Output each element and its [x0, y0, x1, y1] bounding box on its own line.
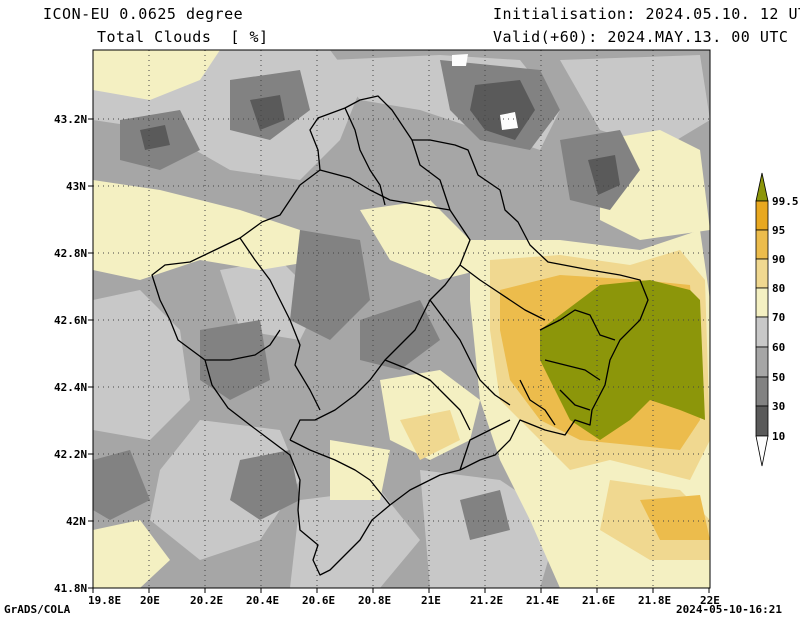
- colorbar-segment: [755, 287, 769, 318]
- lat-tick-label: 43.2N: [54, 113, 87, 126]
- map-frame: [92, 49, 711, 589]
- lon-tick-label: 21.2E: [470, 594, 503, 607]
- init-time: Initialisation: 2024.05.10. 12 UTC: [493, 5, 800, 23]
- colorbar-label: 50: [772, 371, 785, 384]
- colorbar-label: 80: [772, 282, 785, 295]
- lon-tick-label: 20.6E: [302, 594, 335, 607]
- colorbar-label: 30: [772, 400, 785, 413]
- footer-timestamp: 2024-05-10-16:21: [676, 603, 782, 616]
- valid-time: Valid(+60): 2024.MAY.13. 00 UTC: [493, 28, 789, 46]
- model-title: ICON-EU 0.0625 degree: [43, 5, 244, 23]
- colorbar-label: 70: [772, 311, 785, 324]
- lon-tick-label: 22E: [700, 594, 720, 607]
- colorbar-segment: [755, 200, 769, 231]
- lat-tick-label: 42.2N: [54, 448, 87, 461]
- colorbar-segment: [755, 346, 769, 378]
- lon-tick-label: 20.2E: [190, 594, 223, 607]
- colorbar-label: 10: [772, 430, 785, 443]
- colorbar: [755, 172, 769, 467]
- lon-tick-label: 21.8E: [638, 594, 671, 607]
- colorbar-label: 95: [772, 224, 785, 237]
- region-borders: [151, 95, 649, 576]
- colorbar-label: 99.5: [772, 195, 799, 208]
- lon-tick-label: 21.4E: [526, 594, 559, 607]
- colorbar-segment: [755, 405, 769, 437]
- colorbar-label: 60: [772, 341, 785, 354]
- lat-tick-label: 42.6N: [54, 314, 87, 327]
- lat-tick-label: 43N: [66, 180, 86, 193]
- colorbar-segment: [755, 376, 769, 407]
- lon-tick-label: 19.8E: [88, 594, 121, 607]
- lon-tick-label: 20E: [140, 594, 160, 607]
- variable-title: Total Clouds [ %]: [97, 28, 269, 46]
- colorbar-segment: [755, 229, 769, 260]
- colorbar-bottom-arrow: [755, 435, 769, 467]
- lon-tick-label: 21.6E: [582, 594, 615, 607]
- colorbar-segment: [755, 316, 769, 348]
- colorbar-top-arrow: [755, 172, 769, 202]
- lat-tick-label: 41.8N: [54, 582, 87, 595]
- lat-tick-label: 42.4N: [54, 381, 87, 394]
- colorbar-segment: [755, 258, 769, 289]
- lat-tick-label: 42.8N: [54, 247, 87, 260]
- lon-tick-label: 21E: [421, 594, 441, 607]
- footer-credit: GrADS/COLA: [4, 603, 71, 616]
- tick-marks: [88, 118, 710, 593]
- lon-tick-label: 20.8E: [358, 594, 391, 607]
- cloud-field: [93, 50, 710, 588]
- lat-tick-label: 42N: [66, 515, 86, 528]
- colorbar-label: 90: [772, 253, 785, 266]
- lon-tick-label: 20.4E: [246, 594, 279, 607]
